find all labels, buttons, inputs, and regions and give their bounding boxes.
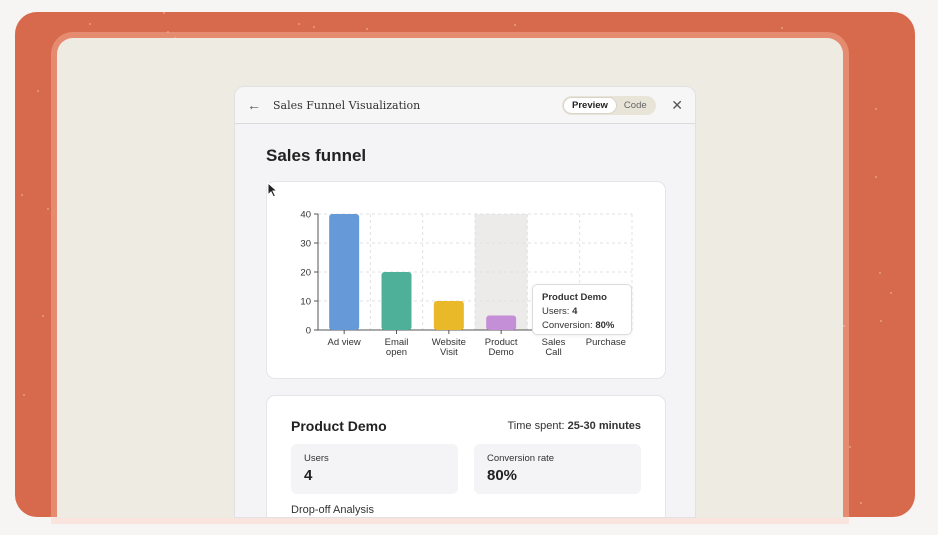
texture-speck (88, 22, 91, 25)
y-tick-label: 40 (300, 210, 311, 221)
texture-speck (22, 393, 25, 396)
funnel-bar-chart: 0 10 20 30 40 Ad view Email open Website Visit Pro… (300, 210, 633, 358)
preview-tab[interactable]: Preview (564, 98, 616, 113)
mouse-cursor-icon (267, 182, 279, 198)
stat-conversion: Conversion rate 80% (474, 444, 641, 494)
texture-speck (514, 24, 517, 27)
bar (486, 315, 517, 330)
stat-label: Users (304, 453, 329, 464)
texture-speck (366, 28, 369, 31)
page-title: Sales funnel (266, 146, 367, 165)
bar (433, 301, 464, 330)
x-tick-label: Purchase (586, 337, 626, 348)
texture-speck (890, 292, 893, 295)
y-tick-label: 0 (306, 326, 311, 337)
texture-speck (36, 89, 39, 92)
window-titlebar: ← Sales Funnel Visualization Preview Cod… (235, 87, 695, 124)
tooltip-users: Users: 4 (542, 306, 578, 317)
texture-speck (843, 324, 846, 327)
funnel-chart-card: 0 10 20 30 40 Ad view Email open Website Visit Pro… (266, 181, 666, 379)
stat-value: 4 (304, 467, 313, 484)
tooltip-conversion: Conversion: 80% (542, 320, 615, 331)
dropoff-heading: Drop-off Analysis (291, 504, 374, 516)
artifact-window: ← Sales Funnel Visualization Preview Cod… (234, 86, 696, 518)
tooltip-title: Product Demo (542, 292, 607, 303)
chart-tooltip: Product Demo Users: 4 Conversion: 80% (532, 284, 632, 335)
stat-value: 80% (487, 467, 518, 484)
x-tick-label: Website Visit (432, 337, 466, 358)
stage-detail-card: Product Demo Time spent: 25-30 minutes U… (266, 395, 666, 517)
bar (381, 272, 412, 330)
texture-speck (298, 22, 301, 25)
bar (329, 214, 360, 330)
y-tick-label: 20 (300, 268, 311, 279)
texture-speck (880, 319, 883, 322)
texture-speck (874, 176, 877, 179)
close-icon[interactable]: ✕ (671, 97, 683, 113)
stage-title: Product Demo (291, 418, 387, 434)
stage-stats: Users 4 Conversion rate 80% (291, 444, 641, 494)
window-title: Sales Funnel Visualization (273, 98, 421, 112)
stat-users: Users 4 (291, 444, 458, 494)
texture-speck (860, 501, 863, 504)
texture-speck (849, 446, 852, 449)
texture-speck (21, 193, 24, 196)
texture-speck (163, 12, 166, 15)
texture-speck (312, 25, 315, 28)
time-spent: Time spent: 25-30 minutes (507, 420, 642, 432)
y-tick-label: 30 (300, 239, 311, 250)
x-tick-label: Sales Call (542, 337, 566, 358)
texture-speck (46, 208, 49, 211)
artifact-content: Sales funnel 0 10 20 30 40 Ad view Email open We… (235, 146, 695, 517)
x-tick-label: Ad view (328, 337, 361, 348)
x-tick-label: Email open (385, 337, 409, 358)
texture-speck (780, 26, 783, 29)
texture-speck (166, 30, 169, 33)
x-tick-label: Product Demo (485, 337, 518, 358)
stage-detail-header: Product Demo Time spent: 25-30 minutes (291, 396, 641, 456)
arrow-left-icon[interactable]: ← (247, 97, 261, 113)
texture-speck (875, 107, 878, 110)
texture-speck (878, 271, 881, 274)
y-tick-label: 10 (300, 297, 311, 308)
code-tab[interactable]: Code (623, 100, 647, 111)
stat-label: Conversion rate (487, 453, 555, 464)
preview-code-toggle: Preview Code (562, 96, 656, 115)
texture-speck (41, 315, 44, 318)
app-surface: ← Sales Funnel Visualization Preview Cod… (57, 38, 843, 518)
